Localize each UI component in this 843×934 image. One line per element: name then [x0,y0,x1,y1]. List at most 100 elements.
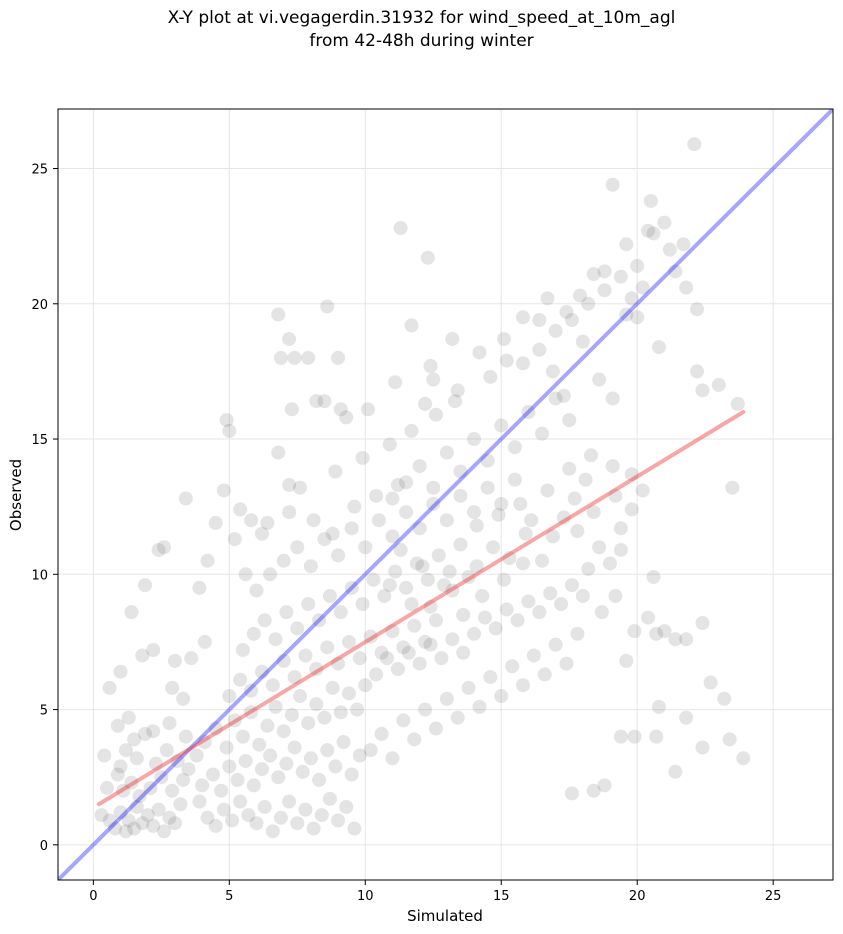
x-tick-label: 20 [629,889,646,904]
scatter-point [428,613,443,628]
scatter-point [532,342,547,357]
scatter-point [246,626,261,641]
scatter-point [322,791,337,806]
scatter-point [355,597,370,612]
scatter-point [730,396,745,411]
scatter-point [399,580,414,595]
scatter-point [627,729,642,744]
scatter-point [371,513,386,528]
x-tick-label: 0 [89,889,97,904]
scatter-point [518,526,533,541]
scatter-point [461,570,476,585]
scatter-point [513,496,528,511]
scatter-point [521,594,536,609]
scatter-point [325,680,340,695]
scatter-point [317,532,332,547]
scatter-point [635,280,650,295]
scatter-point [548,637,563,652]
scatter-point [382,437,397,452]
scatter-point [426,372,441,387]
scatter-point [200,553,215,568]
scatter-point [249,583,264,598]
scatter-point [613,542,628,557]
scatter-point [643,193,658,208]
scatter-point [195,778,210,793]
scatter-point [483,369,498,384]
scatter-point [442,564,457,579]
scatter-point [227,532,242,547]
scatter-point [526,648,541,663]
scatter-point [641,610,656,625]
scatter-point [507,440,522,455]
scatter-point [314,808,329,823]
scatter-point [404,423,419,438]
scatter-point [124,605,139,620]
scatter-point [494,689,509,704]
scatter-point [279,605,294,620]
scatter-point [246,778,261,793]
scatter-point [605,459,620,474]
scatter-point [344,580,359,595]
scatter-point [409,556,424,571]
scatter-point [496,331,511,346]
scatter-point [312,613,327,628]
scatter-point [328,464,343,479]
chart-title-line-1: X-Y plot at vi.vegagerdin.31932 for wind… [167,8,676,28]
scatter-point [328,759,343,774]
scatter-point [178,729,193,744]
scatter-point [562,461,577,476]
scatter-point [352,748,367,763]
scatter-point [722,732,737,747]
scatter-point [132,789,147,804]
x-tick-label: 25 [765,889,782,904]
scatter-point [290,816,305,831]
scatter-point [344,521,359,536]
scatter-point [222,759,237,774]
scatter-point [592,372,607,387]
scatter-point [162,810,177,825]
scatter-point [135,816,150,831]
scatter-point [662,242,677,257]
scatter-point [725,480,740,495]
scatter-point [260,718,275,733]
scatter-point [548,323,563,338]
scatter-point [138,726,153,741]
scatter-point [630,258,645,273]
scatter-point [581,296,596,311]
scatter-point [586,267,601,282]
scatter-point [146,818,161,833]
scatter-point [287,740,302,755]
scatter-point [317,710,332,725]
scatter-point [456,607,471,622]
scatter-point [113,805,128,820]
scatter-point [159,743,174,758]
scatter-point [516,356,530,371]
scatter-point [369,667,384,682]
scatter-point [480,453,495,468]
identity-line [58,109,833,880]
scatter-point [306,513,321,528]
data-points [94,137,751,839]
scatter-point [366,572,381,587]
scatter-point [293,480,308,495]
scatter-point [516,678,530,693]
scatter-point [445,583,460,598]
scatter-point [192,794,207,809]
scatter-point [178,491,193,506]
scatter-point [570,626,585,641]
scatter-point [426,480,441,495]
scatter-point [121,813,136,828]
scatter-point [108,821,123,836]
scatter-point [418,396,433,411]
scatter-point [488,621,503,636]
scatter-point [235,729,250,744]
scatter-point [445,331,460,346]
scatter-point [320,640,335,655]
scatter-point [562,413,577,428]
scatter-point [619,307,634,322]
scatter-point [216,802,231,817]
scatter-point [505,659,520,674]
scatter-point [423,359,438,373]
scatter-point [608,588,623,603]
